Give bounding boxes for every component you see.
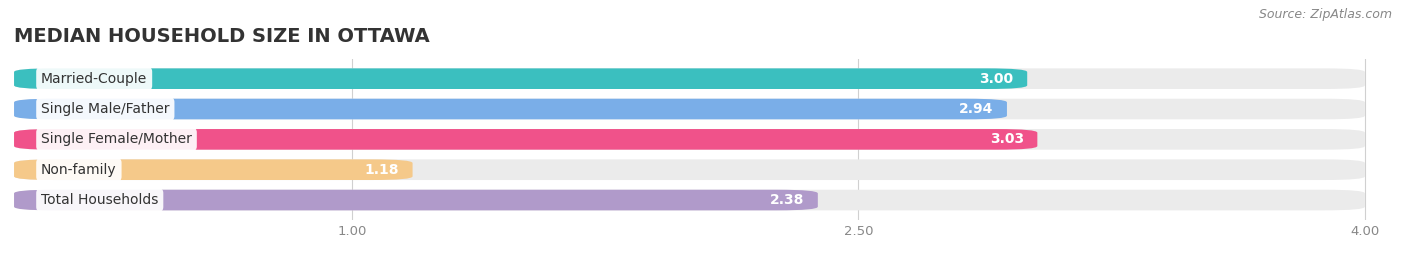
- FancyBboxPatch shape: [14, 99, 1007, 119]
- Text: MEDIAN HOUSEHOLD SIZE IN OTTAWA: MEDIAN HOUSEHOLD SIZE IN OTTAWA: [14, 27, 430, 46]
- Text: Source: ZipAtlas.com: Source: ZipAtlas.com: [1258, 8, 1392, 21]
- Text: Non-family: Non-family: [41, 163, 117, 177]
- Text: Single Female/Mother: Single Female/Mother: [41, 132, 193, 146]
- Text: Total Households: Total Households: [41, 193, 159, 207]
- FancyBboxPatch shape: [14, 129, 1365, 150]
- Text: 2.38: 2.38: [770, 193, 804, 207]
- Text: Married-Couple: Married-Couple: [41, 72, 148, 86]
- Text: 1.18: 1.18: [364, 163, 399, 177]
- FancyBboxPatch shape: [14, 159, 412, 180]
- FancyBboxPatch shape: [14, 99, 1365, 119]
- FancyBboxPatch shape: [14, 190, 818, 210]
- FancyBboxPatch shape: [14, 68, 1028, 89]
- FancyBboxPatch shape: [14, 68, 1365, 89]
- FancyBboxPatch shape: [14, 129, 1038, 150]
- Text: Single Male/Father: Single Male/Father: [41, 102, 170, 116]
- FancyBboxPatch shape: [14, 190, 1365, 210]
- FancyBboxPatch shape: [14, 159, 1365, 180]
- Text: 3.03: 3.03: [990, 132, 1024, 146]
- Text: 2.94: 2.94: [959, 102, 994, 116]
- Text: 3.00: 3.00: [980, 72, 1014, 86]
